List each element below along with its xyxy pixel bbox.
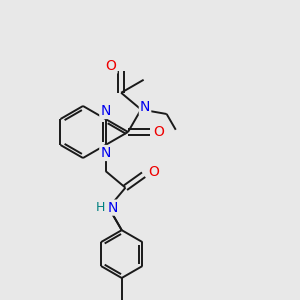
Text: O: O	[148, 165, 159, 179]
Text: N: N	[107, 201, 118, 214]
Text: O: O	[106, 59, 117, 73]
Text: O: O	[154, 125, 165, 139]
Text: N: N	[140, 100, 150, 115]
Text: H: H	[96, 201, 105, 214]
Text: N: N	[100, 146, 111, 160]
Text: N: N	[100, 104, 111, 118]
